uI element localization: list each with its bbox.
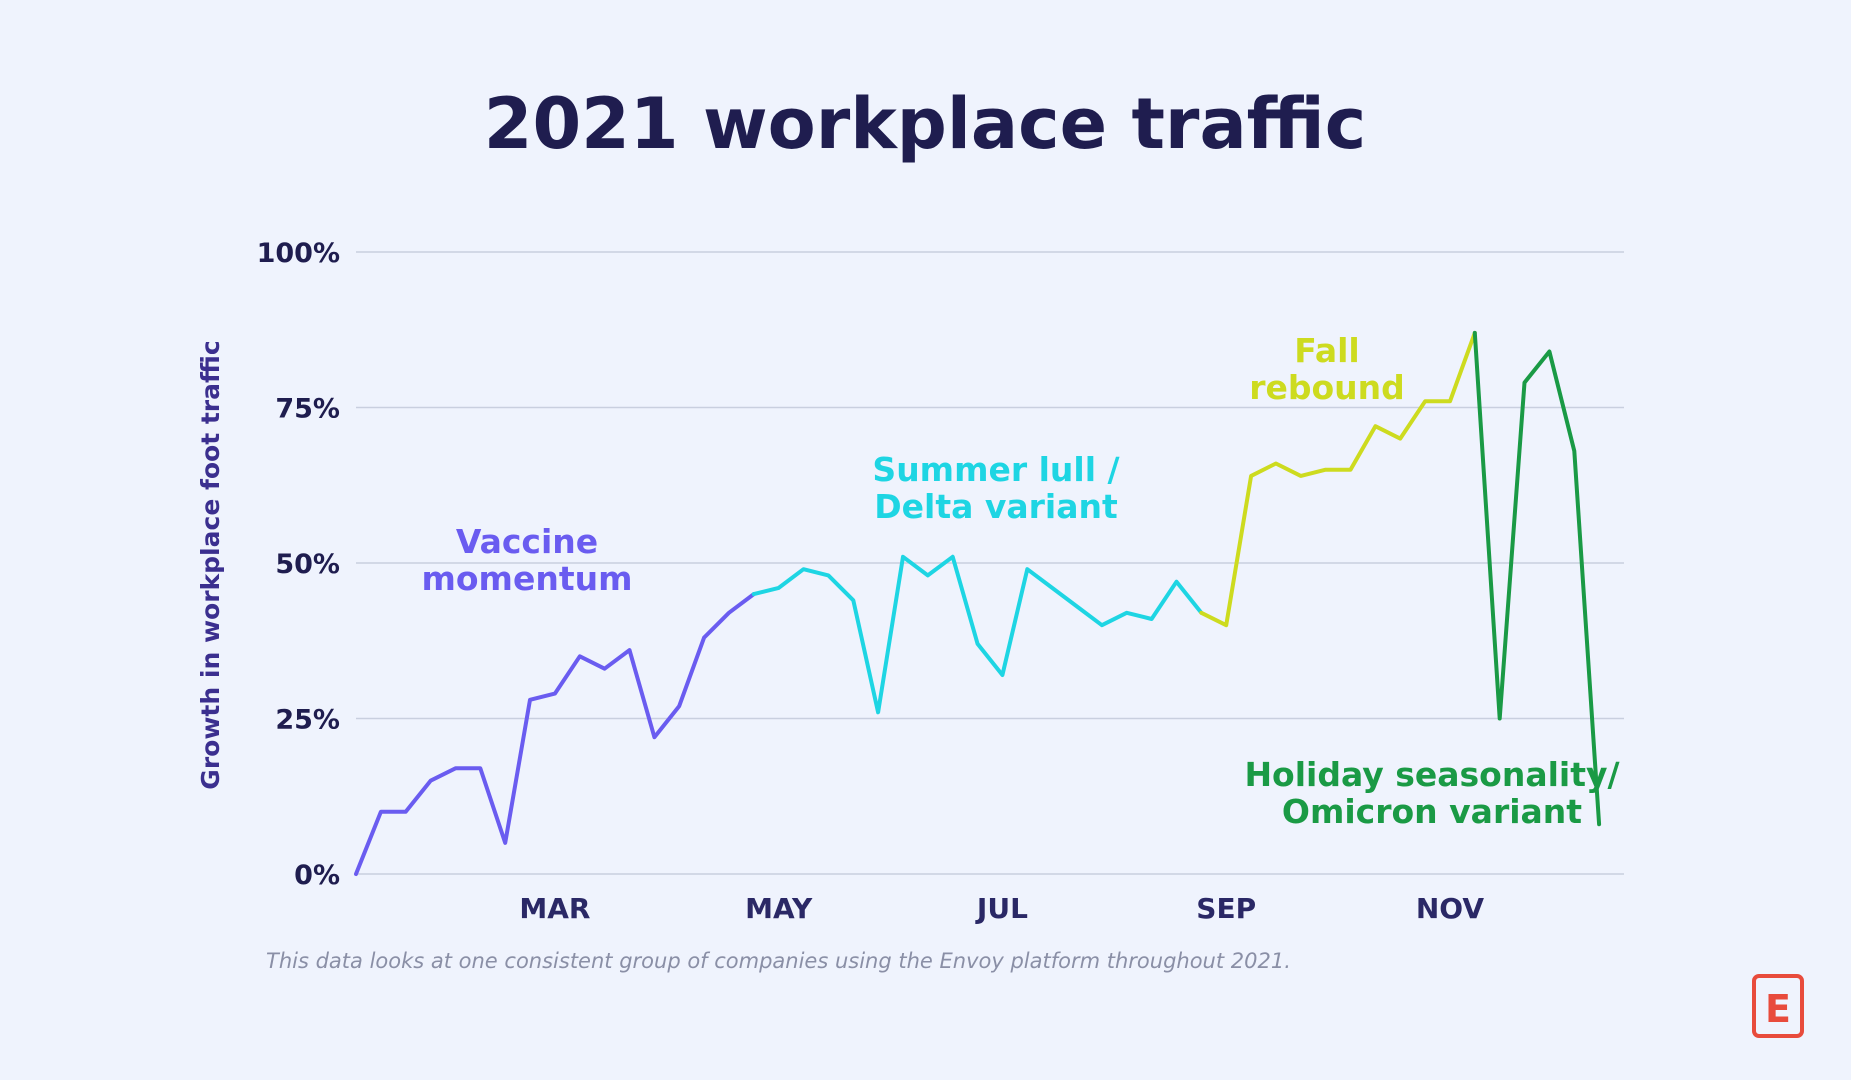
y-tick-label: 100%: [257, 238, 340, 269]
logo-letter: E: [1765, 987, 1791, 1031]
series-line: [354, 592, 756, 876]
y-tick-label: 50%: [275, 549, 340, 580]
series-line: [1472, 330, 1602, 827]
annotation-label: Fall rebound: [1249, 331, 1405, 407]
x-tick-label: MAR: [519, 892, 590, 925]
y-tick-label: 25%: [275, 705, 340, 736]
chart-title: 2021 workplace traffic: [484, 83, 1367, 165]
annotations: Vaccine momentum Summer lull / Delta varian…: [422, 331, 1621, 831]
x-tick-label: MAY: [745, 892, 813, 925]
series-lines: [354, 330, 1602, 876]
x-tick-label: NOV: [1416, 892, 1484, 925]
envoy-logo-icon: E: [1752, 974, 1804, 1038]
y-axis-label: Growth in workplace foot traffic: [196, 340, 225, 789]
annotation-label: Summer lull / Delta variant: [872, 450, 1120, 526]
annotation-label: Holiday seasonality/Omicron variant: [1244, 755, 1620, 831]
x-tick-labels: MAR MAY JUL SEP NOV: [519, 892, 1484, 925]
series-line: [751, 554, 1204, 715]
x-tick-label: JUL: [975, 892, 1028, 925]
footnote: This data looks at one consistent group …: [266, 949, 1291, 973]
y-tick-label: 0%: [294, 860, 340, 891]
y-tick-label: 75%: [275, 394, 340, 425]
y-tick-labels: 0% 25% 50% 75% 100%: [257, 238, 340, 891]
annotation-label: Vaccine momentum: [422, 522, 633, 598]
grid-layer: [356, 251, 1624, 875]
x-tick-label: SEP: [1196, 892, 1256, 925]
series-line: [1199, 330, 1477, 628]
